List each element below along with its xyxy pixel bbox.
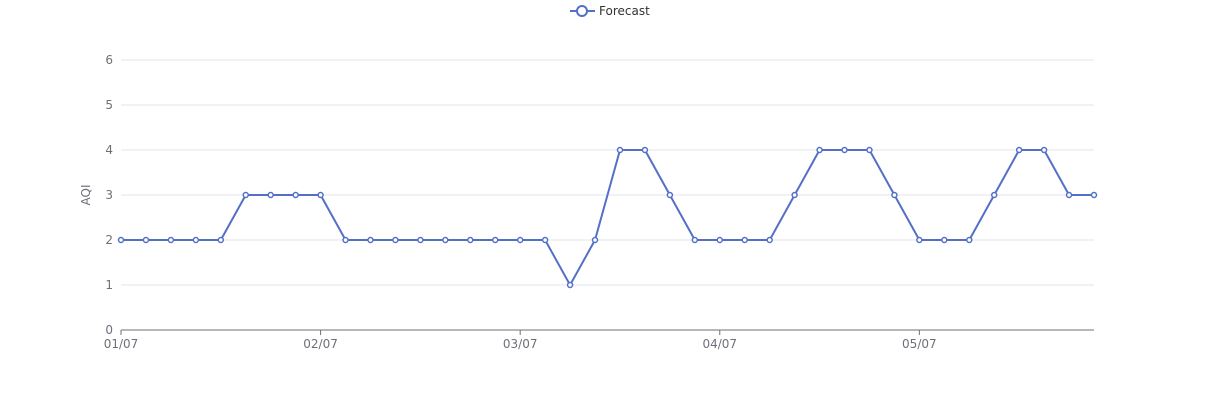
data-point[interactable] <box>192 236 200 244</box>
legend[interactable]: Forecast <box>570 4 650 18</box>
data-point[interactable] <box>866 146 873 154</box>
y-tick-label: 0 <box>105 323 113 337</box>
x-tick-label: 02/07 <box>303 337 338 351</box>
y-tick-label: 1 <box>105 278 113 292</box>
x-tick-label: 04/07 <box>702 337 737 351</box>
data-point[interactable] <box>516 236 524 244</box>
x-tick-label: 05/07 <box>902 337 937 351</box>
legend-circle-marker <box>576 5 588 17</box>
data-point[interactable] <box>741 236 748 244</box>
data-point[interactable] <box>566 281 574 289</box>
y-tick-label: 2 <box>105 233 113 247</box>
data-point[interactable] <box>841 146 848 154</box>
data-point[interactable] <box>916 236 923 244</box>
data-point[interactable] <box>716 236 724 244</box>
y-tick-label: 3 <box>105 188 113 202</box>
data-point[interactable] <box>267 191 274 199</box>
y-tick-label: 5 <box>105 98 113 112</box>
data-point[interactable] <box>342 236 349 244</box>
x-tick-label: 01/07 <box>104 337 139 351</box>
data-point[interactable] <box>392 236 399 244</box>
data-point[interactable] <box>666 191 674 199</box>
data-point[interactable] <box>242 191 249 199</box>
data-point[interactable] <box>491 236 499 244</box>
y-tick-label: 6 <box>105 53 113 67</box>
data-point[interactable] <box>292 191 299 199</box>
x-tick-label: 03/07 <box>503 337 538 351</box>
series-line-forecast <box>121 149 1094 286</box>
grid-layer <box>121 59 1094 286</box>
data-point[interactable] <box>791 191 798 199</box>
data-point[interactable] <box>966 236 973 244</box>
data-point[interactable] <box>691 236 699 244</box>
data-point[interactable] <box>990 191 998 199</box>
data-point[interactable] <box>1090 191 1098 199</box>
data-point[interactable] <box>816 146 823 154</box>
data-point[interactable] <box>367 236 374 244</box>
data-point[interactable] <box>317 191 324 199</box>
data-point[interactable] <box>766 236 773 244</box>
data-point[interactable] <box>117 236 125 244</box>
data-point[interactable] <box>1040 146 1048 154</box>
y-axis-title: AQI <box>79 185 93 206</box>
data-point[interactable] <box>541 236 549 244</box>
data-point[interactable] <box>167 236 175 244</box>
data-point[interactable] <box>941 236 948 244</box>
data-point[interactable] <box>217 236 225 244</box>
data-point[interactable] <box>891 191 898 199</box>
axis-layer: 0 1 2 3 4 5 6 01/07 02/07 03/07 04/07 05/07 <box>104 53 1094 351</box>
data-point[interactable] <box>641 146 649 154</box>
data-point[interactable] <box>591 236 599 244</box>
data-point[interactable] <box>442 236 449 244</box>
data-point[interactable] <box>417 236 424 244</box>
legend-label-forecast: Forecast <box>599 4 650 18</box>
data-point[interactable] <box>1065 191 1073 199</box>
y-tick-label: 4 <box>105 143 113 157</box>
data-point[interactable] <box>616 146 624 154</box>
data-point[interactable] <box>1015 146 1023 154</box>
series-layer <box>117 146 1098 289</box>
data-point[interactable] <box>467 236 474 244</box>
data-point[interactable] <box>142 236 150 244</box>
